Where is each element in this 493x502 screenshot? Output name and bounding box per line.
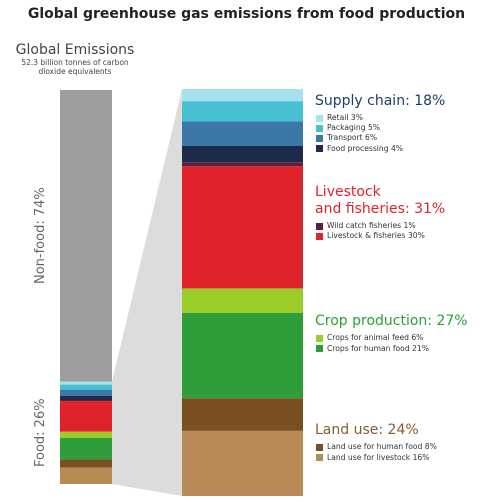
legend-label: Retail 3% (327, 113, 363, 122)
food-segment-packaging-5 (60, 384, 112, 390)
food-segment-retail-3 (60, 381, 112, 385)
legend-swatch (316, 124, 323, 132)
legend-item-food-processing-4: Food processing 4% (316, 144, 403, 154)
detail-segment-crops-for-animal-feed-6 (182, 288, 303, 313)
legend-label: Packaging 5% (327, 123, 381, 133)
legend-supply-chain-18: Retail 3% Packaging 5% Transport 6% Food pr… (316, 113, 403, 154)
detail-segment-crops-for-human-food-21 (182, 312, 303, 399)
global-emissions-label: Global Emissions (15, 42, 135, 58)
legend-livestock-and-fisheries-31: Wild catch fisheries 1% Livestock & fishe… (316, 221, 425, 241)
legend-item-land-use-for-livestock-16: Land use for livestock 16% (316, 453, 437, 463)
group-title-line: and fisheries: 31% (315, 201, 446, 218)
legend-label: Food processing 4% (327, 143, 404, 153)
food-segment-food-processing-4 (60, 395, 112, 400)
detail-segment-food-processing-4 (182, 145, 303, 163)
legend-swatch (316, 145, 323, 153)
legend-item-livestock-fisheries-30: Livestock & fisheries 30% (316, 231, 425, 241)
group-title-crop-production-27: Crop production: 27% (315, 313, 468, 330)
nonfood-segment (60, 90, 112, 382)
legend-swatch (316, 135, 323, 142)
food-segment-transport-6 (60, 389, 112, 396)
food-label: Food: 26% (33, 398, 48, 468)
global-emissions-header: Global Emissions 52.3 billion tonnes of … (10, 42, 140, 76)
group-title-land-use-24: Land use: 24% (315, 422, 419, 439)
chart-title: Global greenhouse gas emissions from foo… (27, 6, 466, 22)
detail-segment-livestock-fisheries-30 (182, 166, 303, 289)
legend-item-wild-catch-fisheries-1: Wild catch fisheries 1% (316, 221, 425, 231)
food-segment-wild-catch-fisheries-1 (60, 399, 112, 402)
detail-segment-land-use-for-human-food-8 (182, 398, 303, 431)
legend-item-crops-for-human-food-21: Crops for human food 21% (316, 344, 429, 354)
group-title-line: Crop production: 27% (315, 313, 468, 330)
legend-label: Crops for human food 21% (327, 343, 429, 353)
detail-segment-land-use-for-livestock-16 (182, 430, 303, 496)
zoom-connector (112, 89, 182, 496)
nonfood-label: Non-food: 74% (33, 187, 48, 285)
legend-label: Transport 6% (327, 133, 378, 143)
legend-item-packaging-5: Packaging 5% (316, 123, 403, 133)
food-segment-land-use-for-livestock-16 (60, 467, 112, 484)
legend-swatch (316, 233, 323, 241)
legend-item-land-use-for-human-food-8: Land use for human food 8% (316, 442, 437, 452)
legend-label: Crops for animal feed 6% (327, 333, 424, 343)
legend-label: Wild catch fisheries 1% (327, 221, 416, 231)
detail-segment-wild-catch-fisheries-1 (182, 162, 303, 167)
legend-label: Livestock & fisheries 30% (327, 231, 425, 241)
detail-segment-packaging-5 (182, 101, 303, 122)
legend-swatch (316, 222, 323, 230)
legend-land-use-24: Land use for human food 8% Land use for l… (316, 442, 437, 462)
legend-swatch (316, 345, 323, 353)
legend-swatch (316, 454, 323, 462)
detail-segment-retail-3 (182, 89, 303, 102)
legend-item-crops-for-animal-feed-6: Crops for animal feed 6% (316, 333, 429, 343)
food-segment-crops-for-human-food-21 (60, 437, 112, 460)
legend-item-retail-3: Retail 3% (316, 113, 403, 123)
group-title-livestock-and-fisheries-31: Livestock and fisheries: 31% (315, 184, 445, 218)
legend-swatch (316, 114, 323, 122)
detail-segment-transport-6 (182, 121, 303, 146)
group-title-line: Livestock (315, 184, 381, 201)
food-segment-livestock-fisheries-30 (60, 401, 112, 432)
legend-swatch (316, 335, 323, 343)
legend-item-transport-6: Transport 6% (316, 133, 403, 143)
food-segment-crops-for-animal-feed-6 (60, 431, 112, 438)
global-emissions-sublabel: 52.3 billion tonnes of carbon dioxide eq… (21, 58, 129, 76)
group-title-supply-chain-18: Supply chain: 18% (315, 93, 445, 110)
legend-swatch (316, 443, 323, 451)
legend-crop-production-27: Crops for animal feed 6% Crops for human … (316, 333, 429, 353)
legend-label: Land use for livestock 16% (327, 452, 430, 462)
food-segment-land-use-for-human-food-8 (60, 459, 112, 468)
legend-label: Land use for human food 8% (327, 442, 437, 452)
group-title-line: Supply chain: 18% (315, 93, 446, 109)
group-title-line: Land use: 24% (315, 422, 419, 439)
